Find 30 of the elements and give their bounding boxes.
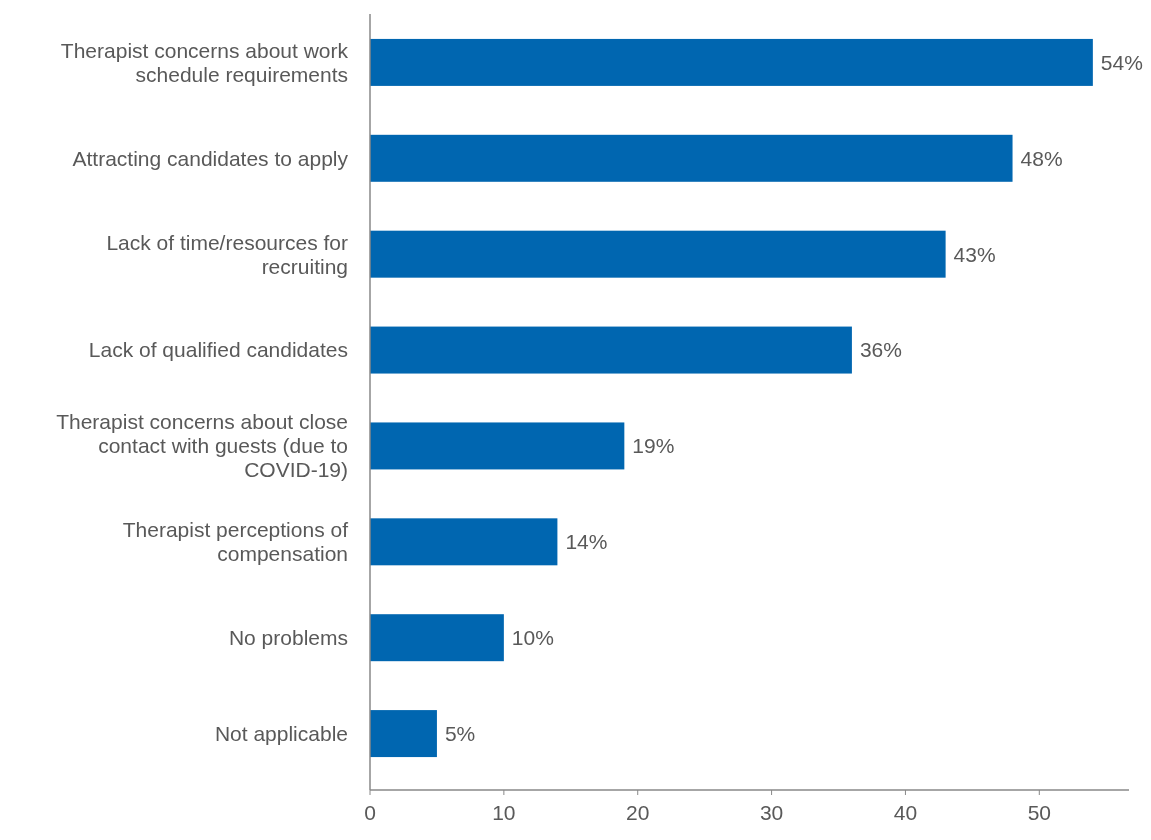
y-tick-label: Not applicable <box>214 721 348 745</box>
data-label: 10% <box>511 626 554 650</box>
bar <box>370 422 625 470</box>
x-tick-label: 10 <box>492 801 516 824</box>
y-tick-label: Lack of qualified candidates <box>88 338 348 362</box>
y-tick-label: Therapist concerns about close contact with guests (due to COVID-19) <box>56 410 348 482</box>
bar <box>370 326 852 374</box>
y-tick-label: Therapist concerns about work schedule requirements <box>60 38 349 86</box>
data-label: 36% <box>859 338 902 362</box>
data-label: 48% <box>1020 146 1063 170</box>
x-tick-label: 40 <box>893 801 918 824</box>
y-tick-label: Attracting candidates to apply <box>72 146 349 170</box>
x-tick-label: 20 <box>626 801 650 824</box>
bar <box>370 614 504 662</box>
y-tick-label: Lack of time/resources for recruiting <box>106 230 349 278</box>
bar <box>370 230 946 278</box>
data-label: 5% <box>444 721 476 745</box>
bar <box>370 38 1093 86</box>
data-label: 43% <box>953 242 996 266</box>
bar <box>370 518 558 566</box>
data-label: 19% <box>632 434 675 458</box>
y-tick-label: Therapist perceptions of compensation <box>122 518 349 566</box>
bar <box>370 710 437 758</box>
bar <box>370 134 1013 182</box>
x-tick-label: 0 <box>364 801 376 824</box>
data-label: 54% <box>1100 50 1143 74</box>
x-tick-label: 30 <box>759 801 784 824</box>
x-tick-label: 50 <box>1027 801 1051 824</box>
data-label: 14% <box>565 530 608 554</box>
y-tick-label: No problems <box>228 626 348 650</box>
